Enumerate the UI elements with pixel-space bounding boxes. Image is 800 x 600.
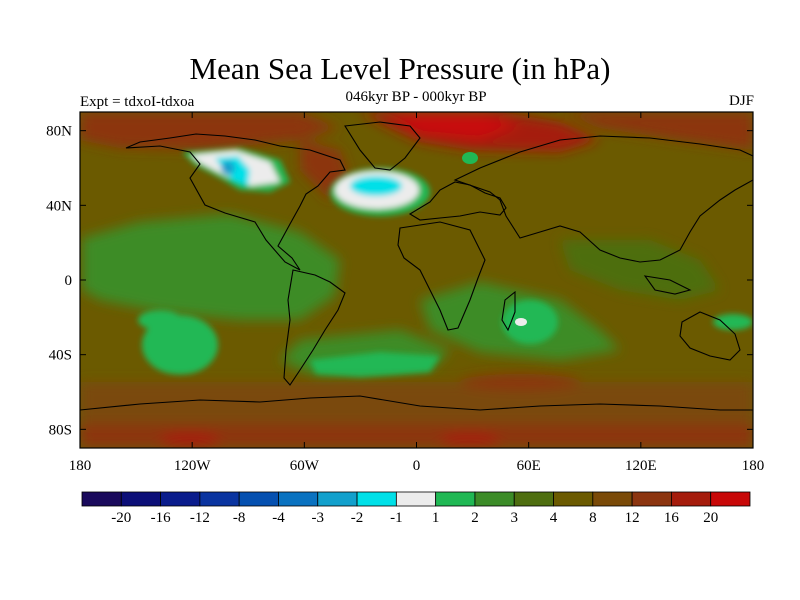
colorbar xyxy=(81,491,751,507)
lat-tick-label: 0 xyxy=(65,273,73,289)
map-field xyxy=(80,112,753,448)
colorbar-label: -8 xyxy=(233,510,246,526)
scandinavia-patch xyxy=(462,152,478,164)
longitude-ticks: 180 120W 60W 0 60E 120E 180 xyxy=(69,112,765,474)
colorbar-labels: -20 -16 -12 -8 -4 -3 -2 -1 1 2 3 4 8 12 16 20 xyxy=(111,510,718,526)
north-atlantic-low xyxy=(330,168,430,216)
lon-tick-label: 120E xyxy=(625,458,657,474)
chart-subtitle: 046kyr BP - 000kyr BP xyxy=(345,89,487,105)
chart-title: Mean Sea Level Pressure (in hPa) xyxy=(189,51,611,86)
lon-tick-label: 0 xyxy=(413,458,421,474)
colorbar-swatch xyxy=(710,491,751,507)
colorbar-swatch xyxy=(592,491,633,507)
colorbar-swatch xyxy=(81,491,122,507)
season-label: DJF xyxy=(728,93,754,109)
colorbar-swatch xyxy=(474,491,515,507)
lat-tick-label: 40N xyxy=(46,198,72,214)
latitude-ticks: 80N 40N 0 40S 80S xyxy=(46,124,753,438)
southern-high-anomaly xyxy=(80,374,753,448)
colorbar-swatch xyxy=(160,491,201,507)
south-pacific-anomaly xyxy=(138,300,753,378)
colorbar-label: 1 xyxy=(432,510,440,526)
colorbar-swatch xyxy=(278,491,319,507)
colorbar-swatch xyxy=(631,491,672,507)
lon-tick-label: 120W xyxy=(174,458,212,474)
lon-tick-label: 180 xyxy=(69,458,92,474)
colorbar-label: 4 xyxy=(550,510,558,526)
colorbar-label: 3 xyxy=(510,510,518,526)
madagascar-patch xyxy=(515,318,527,326)
colorbar-label: -4 xyxy=(272,510,285,526)
colorbar-swatch xyxy=(553,491,594,507)
north-america-low xyxy=(182,148,290,192)
arctic-high-anomaly xyxy=(80,112,753,200)
coastlines xyxy=(80,121,753,411)
colorbar-label: -1 xyxy=(390,510,403,526)
colorbar-swatch xyxy=(395,491,437,507)
experiment-label: Expt = tdxoI-tdxoa xyxy=(80,94,195,110)
colorbar-label: -2 xyxy=(351,510,364,526)
colorbar-swatch xyxy=(238,491,279,507)
colorbar-label: -3 xyxy=(312,510,325,526)
colorbar-label: -20 xyxy=(111,510,131,526)
lon-tick-label: 60W xyxy=(290,458,320,474)
colorbar-label: 20 xyxy=(703,510,718,526)
colorbar-swatch xyxy=(671,491,712,507)
lat-tick-label: 80N xyxy=(46,124,72,140)
colorbar-swatch xyxy=(199,491,240,507)
colorbar-swatch xyxy=(356,491,397,507)
colorbar-swatch xyxy=(513,491,554,507)
lon-tick-label: 180 xyxy=(742,458,765,474)
lat-tick-label: 80S xyxy=(49,422,72,438)
colorbar-label: 2 xyxy=(471,510,479,526)
colorbar-swatch xyxy=(120,491,161,507)
colorbar-swatch xyxy=(435,491,476,507)
colorbar-label: 12 xyxy=(625,510,640,526)
colorbar-label: 16 xyxy=(664,510,680,526)
lat-tick-label: 40S xyxy=(49,348,72,364)
lon-tick-label: 60E xyxy=(517,458,541,474)
colorbar-label: -16 xyxy=(151,510,171,526)
colorbar-swatch xyxy=(317,491,358,507)
colorbar-label: 8 xyxy=(589,510,597,526)
colorbar-label: -12 xyxy=(190,510,210,526)
